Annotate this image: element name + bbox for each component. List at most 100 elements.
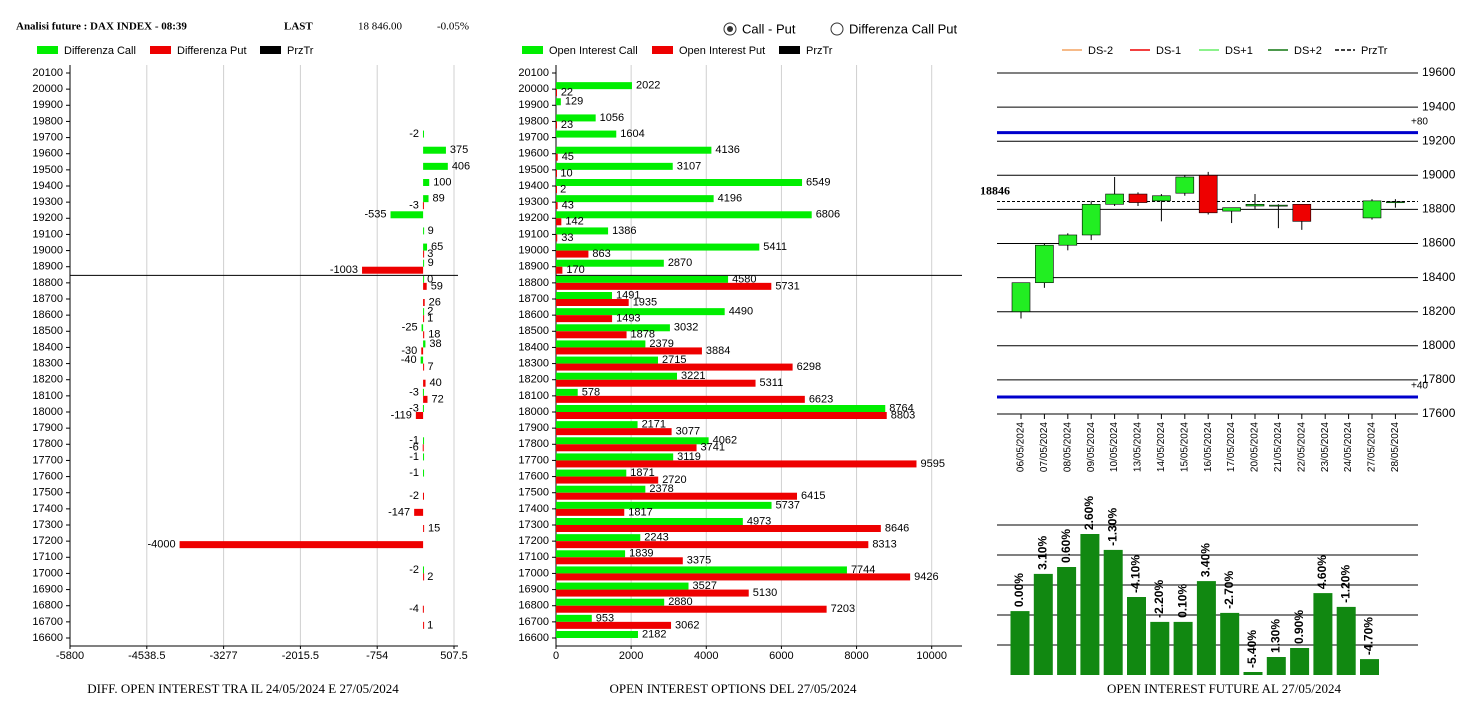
bar (556, 428, 672, 436)
bar (556, 130, 617, 138)
bar (423, 227, 425, 235)
bar (423, 379, 426, 387)
bar (1290, 648, 1310, 675)
y-tick-label: 20100 (518, 67, 549, 79)
candle-body (1175, 176, 1195, 194)
bar (422, 388, 424, 396)
legend-label: Differenza Call (64, 45, 136, 57)
bar (556, 292, 613, 299)
value-label: 170 (566, 264, 584, 276)
x-tick-label: 14/05/2024 (1156, 422, 1167, 472)
y-tick-label: 18000 (32, 406, 63, 418)
value-label: 8313 (872, 539, 896, 551)
value-label: 2870 (668, 257, 692, 269)
value-label: 9595 (920, 458, 944, 470)
value-label: 578 (582, 386, 600, 398)
x-tick-label: 22/05/2024 (1296, 422, 1307, 472)
bar (556, 324, 670, 332)
y-tick-label: 17400 (518, 503, 549, 515)
x-tick-label: 0 (553, 650, 559, 662)
value-label: 6298 (797, 361, 821, 373)
y-tick-label: 18600 (32, 309, 63, 321)
radio-option[interactable]: Differenza Call Put (830, 21, 958, 36)
radio-circle[interactable] (830, 22, 844, 36)
bar (422, 444, 424, 452)
bar (1010, 611, 1030, 675)
y-tick-label: 20000 (518, 83, 549, 95)
value-label: 4136 (715, 144, 739, 156)
bar (556, 598, 665, 606)
y-tick-label: 19500 (32, 164, 63, 176)
candle-body (1058, 234, 1078, 246)
y-tick-label: 17200 (32, 535, 63, 547)
value-label: 4490 (729, 306, 753, 318)
bar (423, 243, 428, 251)
bar (556, 282, 772, 290)
value-label: 3527 (693, 580, 717, 592)
value-label: 3884 (706, 345, 730, 357)
bar (556, 566, 847, 574)
bar (422, 202, 424, 210)
bar (423, 259, 425, 267)
x-tick-label: 23/05/2024 (1320, 422, 1331, 472)
value-label: -30 (401, 345, 417, 357)
bar (415, 412, 424, 419)
value-label: 8764 (889, 402, 913, 414)
x-tick-label: 15/05/2024 (1179, 422, 1190, 472)
bar (556, 186, 557, 193)
bar (556, 218, 562, 226)
y-tick-label: 19900 (518, 99, 549, 111)
value-label: 22 (561, 87, 573, 99)
radio-label[interactable]: Call - Put (742, 21, 796, 36)
bar (1033, 573, 1053, 675)
candle-body (1105, 193, 1124, 205)
value-label: 1493 (616, 313, 640, 325)
x-tick-label: 16/05/2024 (1203, 422, 1214, 472)
y-tick-label: 17800 (1422, 372, 1456, 386)
value-label: -3 (409, 386, 419, 398)
chart-title: OPEN INTEREST OPTIONS DEL 27/05/2024 (610, 681, 858, 696)
bar (390, 211, 424, 219)
bar (423, 331, 425, 339)
value-label: 9 (428, 225, 434, 237)
bar (556, 363, 793, 371)
value-label: -4.70% (1362, 617, 1376, 655)
y-tick-label: 17300 (518, 519, 549, 531)
bar (423, 299, 425, 306)
legend-label: Open Interest Put (679, 45, 765, 57)
y-tick-label: 18300 (518, 357, 549, 369)
bar (556, 421, 638, 429)
x-tick-label: -3277 (210, 650, 238, 662)
bar (423, 308, 425, 316)
y-tick-label: 19000 (518, 244, 549, 256)
value-label: -4.10% (1129, 555, 1143, 593)
value-label: 40 (430, 377, 442, 389)
value-label: 2171 (642, 419, 666, 431)
y-tick-label: 19200 (32, 212, 63, 224)
y-tick-label: 18700 (518, 293, 549, 305)
bar (423, 179, 430, 186)
radio-label[interactable]: Differenza Call Put (849, 21, 958, 36)
value-label: -3 (409, 200, 419, 212)
bar (556, 621, 672, 629)
y-tick-label: 19100 (518, 228, 549, 240)
bar (179, 541, 424, 549)
bar (423, 453, 425, 461)
legend-label: DS+1 (1225, 45, 1253, 57)
bar (556, 98, 561, 106)
value-label: 7203 (831, 603, 855, 615)
value-label: 33 (561, 232, 573, 244)
radio-option[interactable]: Call - Put (723, 21, 796, 36)
y-tick-label: 19600 (32, 148, 63, 160)
legend-swatch (652, 46, 673, 54)
value-label: 6549 (806, 176, 830, 188)
bar (556, 582, 689, 590)
value-label: -119 (391, 409, 412, 421)
radio-dot (727, 26, 733, 32)
y-tick-label: 18300 (32, 357, 63, 369)
y-tick-label: 17800 (32, 438, 63, 450)
y-tick-label: 18400 (518, 341, 549, 353)
value-label: -1.30% (1105, 508, 1119, 546)
x-tick-label: 27/05/2024 (1367, 422, 1378, 472)
bar (423, 275, 425, 283)
